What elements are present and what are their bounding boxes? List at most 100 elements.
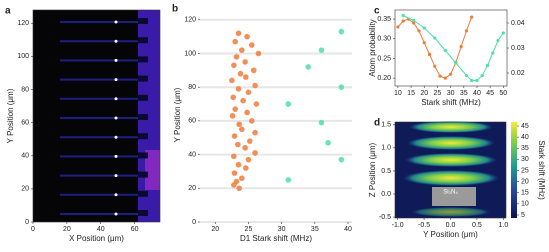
point bbox=[231, 133, 238, 139]
y-tick-label: 40 bbox=[21, 153, 29, 160]
point bbox=[245, 89, 252, 96]
image-spot bbox=[114, 212, 118, 216]
point bbox=[338, 28, 345, 35]
y-tick-label: 60 bbox=[188, 118, 196, 125]
x-tick-label: 35 bbox=[460, 90, 468, 97]
point bbox=[449, 72, 453, 76]
x-tick-label: 20 bbox=[211, 226, 219, 233]
image-block bbox=[138, 171, 148, 178]
image-spot bbox=[114, 78, 118, 82]
colorbar-tick-label: 40 bbox=[521, 134, 529, 141]
x-tick-label: 10 bbox=[394, 90, 402, 97]
point bbox=[401, 19, 405, 23]
y-tick-label: 80 bbox=[21, 86, 29, 93]
image-stripe bbox=[60, 59, 138, 62]
point bbox=[255, 50, 262, 57]
point bbox=[475, 78, 479, 83]
point bbox=[325, 140, 331, 146]
point bbox=[239, 175, 245, 181]
x-axis-label: Y Position (μm) bbox=[423, 230, 478, 239]
y-tick-label: 1.0 bbox=[381, 145, 391, 152]
point bbox=[470, 78, 474, 83]
point bbox=[491, 51, 495, 55]
y2-tick-label: 0.03 bbox=[511, 45, 525, 52]
colorbar-tick-label: 35 bbox=[521, 145, 529, 152]
y-tick-label: 0.30 bbox=[377, 36, 391, 43]
x-tick-label: 25 bbox=[434, 90, 442, 97]
point bbox=[438, 74, 442, 78]
image-stripe bbox=[60, 78, 138, 81]
point bbox=[285, 177, 292, 183]
image-spot bbox=[114, 58, 118, 62]
x-tick-label: 25 bbox=[245, 226, 253, 233]
y-tick-label: 80 bbox=[188, 84, 196, 91]
image-spot bbox=[114, 39, 118, 43]
image-block bbox=[138, 56, 148, 63]
y-tick-label: 20 bbox=[21, 186, 29, 193]
point bbox=[230, 94, 236, 101]
point bbox=[285, 101, 292, 107]
point bbox=[233, 54, 240, 60]
y-tick-label: 120 bbox=[184, 17, 196, 24]
x-tick-label: 0.0 bbox=[446, 222, 456, 229]
y-axis-label: Atom probability bbox=[368, 19, 377, 76]
x-axis-label: Stark shift (MHz) bbox=[421, 98, 481, 107]
point bbox=[235, 86, 242, 92]
point bbox=[412, 21, 416, 25]
image-block bbox=[138, 152, 148, 159]
image-stripe bbox=[60, 136, 138, 139]
x-tick-label: 0 bbox=[31, 226, 35, 233]
point bbox=[232, 38, 238, 45]
point bbox=[242, 74, 249, 80]
point bbox=[417, 29, 421, 33]
image-block bbox=[138, 133, 148, 140]
point bbox=[236, 121, 242, 128]
point bbox=[464, 73, 469, 78]
y2-tick-label: 0.04 bbox=[511, 20, 525, 27]
image-spot bbox=[114, 97, 118, 101]
point bbox=[338, 156, 345, 163]
frame bbox=[32, 9, 161, 223]
image-block bbox=[138, 190, 148, 197]
image-block bbox=[138, 114, 148, 120]
colorbar-tick-label: 15 bbox=[521, 190, 529, 197]
point bbox=[239, 126, 245, 133]
image-stripe bbox=[60, 117, 138, 119]
x-tick-label: -0.5 bbox=[418, 222, 430, 229]
point bbox=[231, 182, 237, 188]
x-tick-label: 0.5 bbox=[472, 222, 482, 229]
y-tick-label: 0.20 bbox=[377, 75, 391, 82]
annotation: Si₃N₄ bbox=[443, 189, 458, 195]
image-block bbox=[138, 210, 148, 216]
x-tick-label: 15 bbox=[407, 90, 415, 97]
y-tick-label: 0.35 bbox=[377, 16, 391, 23]
x-tick-label: 45 bbox=[486, 90, 494, 97]
y-tick-label: 120 bbox=[17, 20, 29, 27]
colorbar-label: Stark shift (MHz) bbox=[537, 140, 546, 200]
point bbox=[443, 76, 447, 80]
panel-label: c bbox=[374, 6, 380, 17]
y-tick-label: 0.0 bbox=[381, 191, 391, 198]
colorbar-tick-label: 10 bbox=[521, 201, 529, 208]
x-tick-label: 20 bbox=[63, 226, 71, 233]
image-stripe bbox=[60, 40, 138, 43]
point bbox=[237, 70, 244, 77]
point bbox=[412, 18, 416, 23]
image-stripe bbox=[60, 213, 138, 215]
y-tick-label: -0.5 bbox=[379, 214, 391, 221]
point bbox=[235, 161, 242, 168]
point bbox=[242, 59, 248, 65]
point bbox=[305, 64, 311, 70]
y-tick-label: 1.5 bbox=[381, 122, 391, 129]
y-tick-label: 100 bbox=[17, 53, 29, 60]
y2-tick-label: 0.02 bbox=[511, 70, 525, 77]
point bbox=[246, 138, 253, 144]
point bbox=[427, 52, 432, 57]
x-tick-label: -1.0 bbox=[392, 222, 404, 229]
point bbox=[242, 145, 248, 151]
panel-label: a bbox=[5, 6, 11, 17]
x-tick-label: 30 bbox=[447, 90, 455, 97]
point bbox=[232, 106, 238, 112]
point bbox=[480, 73, 484, 78]
